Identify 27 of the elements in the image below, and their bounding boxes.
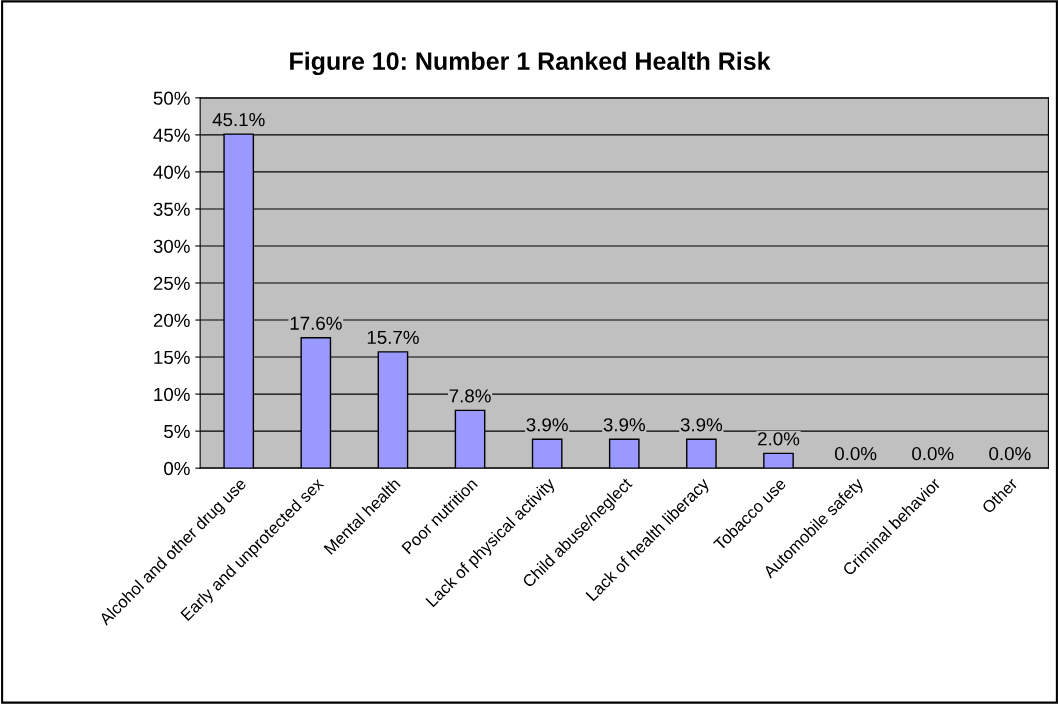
bar <box>686 438 717 469</box>
y-tick-label: 5% <box>164 424 190 439</box>
data-label: 3.9% <box>680 418 723 432</box>
data-label: 2.0% <box>758 432 800 446</box>
data-label: 3.9% <box>603 418 645 432</box>
y-tick-label: 25% <box>153 276 190 290</box>
bar <box>531 438 563 469</box>
y-tick-label: 45% <box>153 128 190 142</box>
data-label: 0.0% <box>912 447 954 461</box>
y-tick-label: 10% <box>154 387 190 402</box>
y-tick-label: 20% <box>153 313 190 328</box>
bar <box>763 452 794 469</box>
y-tick-label: 15% <box>154 350 190 365</box>
bar <box>608 438 640 469</box>
y-tick-label: 50% <box>153 91 190 105</box>
data-label: 0.0% <box>989 447 1031 461</box>
y-tick-label: 0% <box>164 461 190 476</box>
data-label: 3.9% <box>526 418 568 432</box>
data-label: 7.8% <box>449 389 491 403</box>
data-label: 0.0% <box>834 447 877 461</box>
y-tick-label: 35% <box>153 202 190 216</box>
y-tick-label: 40% <box>153 165 190 179</box>
data-label: 15.7% <box>367 330 419 345</box>
data-label: 17.6% <box>290 316 342 330</box>
data-label: 45.1% <box>212 113 265 127</box>
chart-title: Figure 10: Number 1 Ranked Health Risk <box>290 51 771 76</box>
y-tick-label: 30% <box>153 239 190 253</box>
